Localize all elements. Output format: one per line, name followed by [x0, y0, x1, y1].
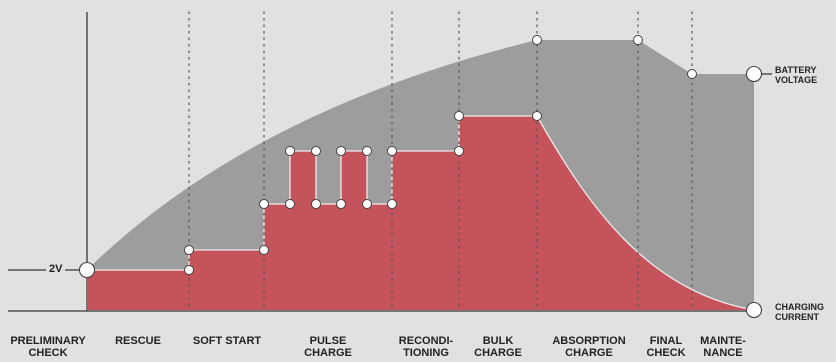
stage-label-rescue: RESCUE — [115, 335, 161, 347]
stage-label-preliminary-check: PRELIMINARY CHECK — [10, 335, 86, 359]
stage-label-reconditioning: RECONDI- TIONING — [398, 335, 454, 359]
marker-point — [633, 35, 643, 45]
marker-point — [285, 199, 295, 209]
stage-label-final-check: FINAL CHECK — [646, 335, 686, 359]
marker-point — [336, 146, 346, 156]
marker-point — [184, 245, 194, 255]
charging-current-area — [87, 116, 754, 310]
start-voltage-label: 2V — [46, 263, 66, 275]
stage-label-soft-start: SOFT START — [192, 335, 262, 347]
marker-point — [311, 146, 321, 156]
marker-point — [387, 146, 397, 156]
charging-current-label: CHARGING CURRENT — [775, 302, 824, 322]
marker-point — [259, 199, 269, 209]
marker-point — [311, 199, 321, 209]
stage-label-absorption-charge: ABSORPTION CHARGE — [552, 335, 626, 359]
stage-label-pulse-charge: PULSE CHARGE — [304, 335, 352, 359]
marker-point — [285, 146, 295, 156]
marker-point — [362, 199, 372, 209]
charging-current-marker — [745, 301, 763, 319]
marker-point — [532, 35, 542, 45]
marker-point — [454, 146, 464, 156]
battery-voltage-label: BATTERY VOLTAGE — [775, 65, 818, 85]
step-markers — [184, 35, 697, 275]
stage-dividers — [188, 11, 693, 312]
marker-point — [454, 111, 464, 121]
stage-label-maintenance: MAINTE- NANCE — [700, 335, 746, 359]
start-voltage-marker — [78, 261, 96, 279]
marker-point — [532, 111, 542, 121]
marker-point — [336, 199, 346, 209]
marker-point — [259, 245, 269, 255]
marker-point — [184, 265, 194, 275]
stage-label-bulk-charge: BULK CHARGE — [474, 335, 522, 359]
marker-point — [687, 69, 697, 79]
marker-point — [387, 199, 397, 209]
battery-voltage-marker — [745, 65, 763, 83]
endpoint-markers — [78, 65, 763, 319]
marker-point — [362, 146, 372, 156]
